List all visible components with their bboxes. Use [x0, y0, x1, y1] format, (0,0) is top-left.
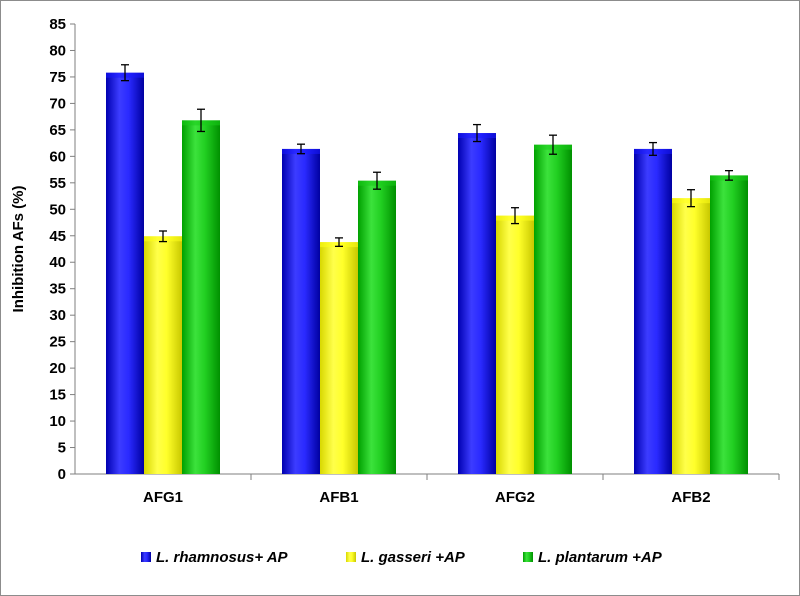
y-tick-label: 70 — [49, 95, 66, 112]
bar — [496, 215, 534, 474]
bar — [672, 198, 710, 475]
legend-swatch — [346, 552, 356, 562]
bars — [106, 72, 748, 475]
y-tick-label: 15 — [49, 387, 66, 404]
y-tick-label: 40 — [49, 254, 66, 271]
y-tick-label: 25 — [49, 334, 66, 351]
bar — [458, 133, 496, 474]
bar — [634, 148, 672, 475]
bar — [710, 175, 748, 475]
y-tick-label: 55 — [49, 175, 66, 192]
x-tick-label: AFG1 — [143, 489, 183, 506]
legend: L. rhamnosus+ AP L. gasseri +AP L. plantar… — [141, 549, 663, 566]
bar — [358, 180, 396, 475]
legend-swatch — [523, 552, 533, 562]
bar — [144, 236, 182, 474]
y-tick-label: 5 — [58, 440, 66, 457]
y-tick-label: 80 — [49, 42, 66, 59]
y-tick-label: 75 — [49, 69, 66, 86]
bar — [106, 72, 144, 475]
x-tick-label: AFB1 — [319, 489, 358, 506]
x-tick-label: AFG2 — [495, 489, 535, 506]
y-tick-label: 45 — [49, 228, 66, 245]
y-axis-label: Inhibition AFs (%) — [10, 186, 27, 313]
x-tick-label: AFB2 — [671, 489, 710, 506]
y-tick-label: 65 — [49, 122, 66, 139]
bar — [282, 148, 320, 475]
y-tick-label: 60 — [49, 148, 66, 165]
axis-labels: 0 5 10 15 20 25 30 35 40 45 50 55 60 65 70 75 80 85 AFG1 AF… — [10, 16, 711, 506]
y-tick-label: 10 — [49, 413, 66, 430]
bar — [182, 120, 220, 475]
legend-label: L. rhamnosus+ AP — [156, 549, 289, 566]
y-tick-label: 20 — [49, 360, 66, 377]
y-tick-label: 85 — [49, 16, 66, 33]
y-tick-label: 50 — [49, 201, 66, 218]
y-tick-label: 0 — [58, 466, 66, 483]
y-tick-label: 35 — [49, 281, 66, 298]
y-tick-label: 30 — [49, 307, 66, 324]
legend-label: L. gasseri +AP — [361, 549, 466, 566]
bar — [320, 242, 358, 474]
error-bars — [121, 64, 733, 248]
bar — [534, 144, 572, 475]
legend-label: L. plantarum +AP — [538, 549, 663, 566]
legend-swatch — [141, 552, 151, 562]
